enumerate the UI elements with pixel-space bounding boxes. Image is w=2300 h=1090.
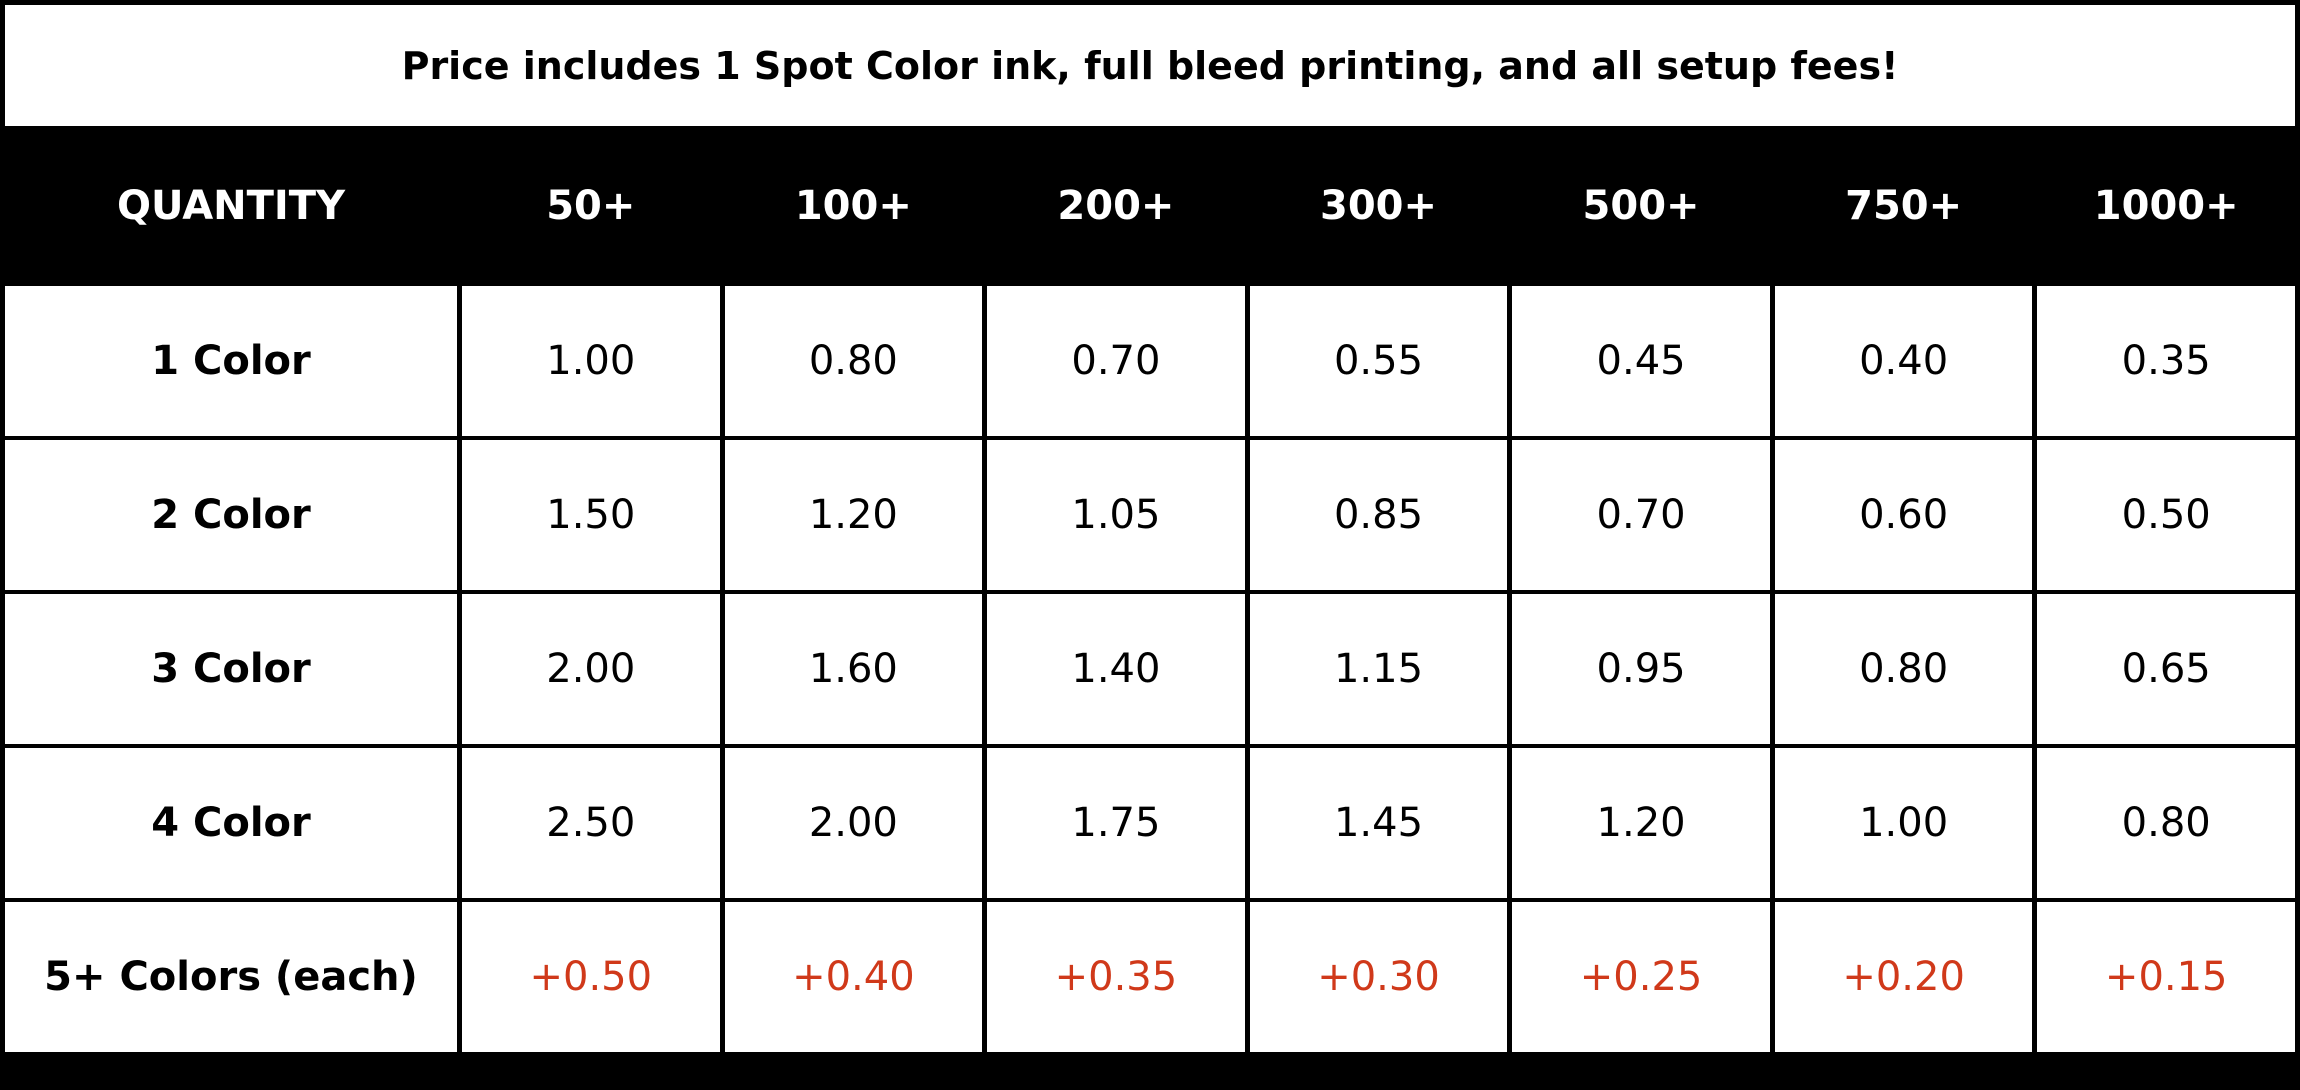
price-cell: 0.50 [2037,440,2295,590]
price-cell: 1.45 [1249,748,1508,898]
price-cell: 1.05 [987,440,1245,590]
table-body: 1 Color 1.00 0.80 0.70 0.55 0.45 0.40 0.35 2 Col… [5,286,2295,1052]
price-cell: +0.20 [1774,902,2033,1052]
price-cell: 0.35 [2037,286,2295,436]
price-cell: 2.00 [462,594,720,744]
price-cell: 2.00 [724,748,983,898]
price-cell: 1.50 [462,440,720,590]
row-label: 3 Color [5,594,457,744]
price-cell: 1.60 [724,594,983,744]
price-cell: 1.00 [1774,748,2033,898]
price-cell: 1.20 [724,440,983,590]
column-header: 500+ [1582,182,1700,229]
column-header: 200+ [1057,182,1175,229]
row-label: 2 Color [5,440,457,590]
price-cell: +0.50 [462,902,720,1052]
price-cell: 1.40 [987,594,1245,744]
price-cell: +0.40 [724,902,983,1052]
price-cell: +0.35 [987,902,1245,1052]
price-cell: 0.45 [1512,286,1770,436]
price-cell: 0.70 [987,286,1245,436]
price-cell: 0.80 [1774,594,2033,744]
price-cell: 0.55 [1249,286,1508,436]
column-header: 100+ [794,182,912,229]
price-cell: +0.25 [1512,902,1770,1052]
price-cell: 0.95 [1512,594,1770,744]
column-header: 50+ [546,182,636,229]
price-cell: 1.15 [1249,594,1508,744]
price-cell: 0.65 [2037,594,2295,744]
column-header: 1000+ [2093,182,2239,229]
table-title: Price includes 1 Spot Color ink, full bl… [5,5,2295,126]
price-cell: 0.70 [1512,440,1770,590]
price-cell: 2.50 [462,748,720,898]
row-label: 5+ Colors (each) [5,902,457,1052]
price-cell: 0.80 [724,286,983,436]
column-header: 750+ [1845,182,1963,229]
header-row: QUANTITY 50+ 100+ 200+ 300+ 500+ 750+ 1000+ [5,128,2295,283]
price-cell: +0.15 [2037,902,2295,1052]
price-cell: 1.00 [462,286,720,436]
price-cell: 0.60 [1774,440,2033,590]
column-header: 300+ [1319,182,1437,229]
column-header: QUANTITY [116,182,346,229]
price-cell: 1.75 [987,748,1245,898]
price-cell: 0.40 [1774,286,2033,436]
price-cell: 0.85 [1249,440,1508,590]
price-cell: +0.30 [1249,902,1508,1052]
row-label: 4 Color [5,748,457,898]
price-cell: 0.80 [2037,748,2295,898]
row-label: 1 Color [5,286,457,436]
price-cell: 1.20 [1512,748,1770,898]
